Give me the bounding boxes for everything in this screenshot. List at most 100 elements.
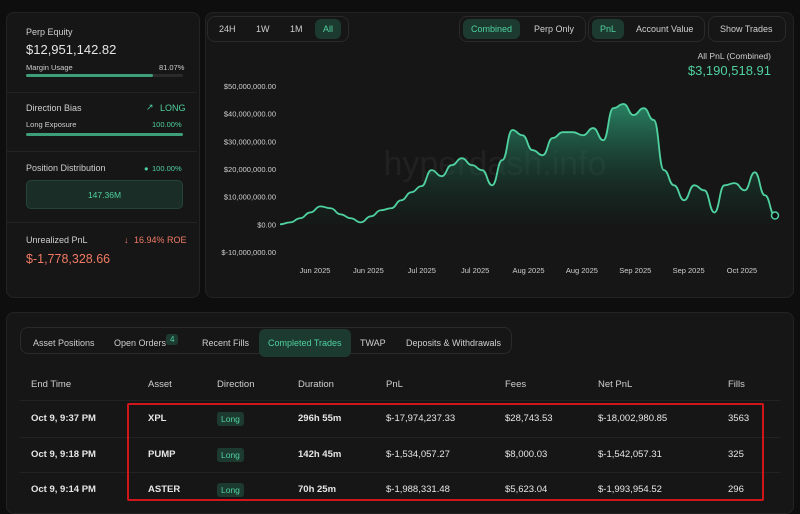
cell: 3563 [728, 413, 749, 424]
icon: ↗ [146, 102, 154, 112]
cell-text: $-1,988,331.48 [386, 484, 450, 495]
tab[interactable]: Completed Trades [259, 329, 351, 357]
progress-track [26, 74, 183, 77]
cell-text: $-18,002,980.85 [598, 413, 668, 424]
column-header: Asset [148, 379, 172, 390]
column-header-text: Fees [505, 379, 527, 390]
cell: $5,623.04 [505, 484, 547, 495]
divider [7, 222, 197, 223]
label: Unrealized PnL [26, 235, 88, 245]
cell: $-18,002,980.85 [598, 413, 667, 424]
cell: Long [217, 448, 244, 462]
label: Perp Equity [26, 27, 73, 37]
label: Margin Usage [26, 63, 73, 72]
cell: $-1,542,057.31 [598, 449, 662, 460]
cell-text: $28,743.53 [505, 413, 553, 424]
column-header-text: Direction [217, 379, 255, 390]
view-button[interactable]: PnL [592, 19, 625, 39]
view-button[interactable]: Account Value [636, 24, 694, 34]
cell: $-17,974,237.33 [386, 413, 455, 424]
cell-text: Oct 9, 9:14 PM [31, 484, 96, 495]
cell: 296 [728, 484, 744, 495]
cell-text: Oct 9, 9:37 PM [31, 413, 96, 424]
tab[interactable]: TWAP [360, 338, 386, 348]
column-header-text: Asset [148, 379, 172, 390]
mode-button[interactable]: Perp Only [534, 24, 575, 34]
mode-group [459, 16, 586, 42]
cell: 325 [728, 449, 744, 460]
cell-text: 296 [728, 484, 744, 495]
divider [7, 151, 197, 152]
row-divider [20, 400, 780, 401]
current-value: $3,190,518.91 [687, 63, 771, 78]
tab[interactable]: Open Orders [114, 338, 167, 348]
label: Long Exposure [26, 120, 77, 129]
column-header: Net PnL [598, 379, 632, 390]
value: 100.00% [152, 164, 182, 173]
tab[interactable]: Recent Fills [202, 338, 250, 348]
view-group [588, 16, 705, 42]
cell-text: 325 [728, 449, 744, 460]
progress-bar [26, 74, 154, 77]
cell: $8,000.03 [505, 449, 547, 460]
column-header-text: Fills [728, 379, 745, 390]
cell: $-1,993,954.52 [598, 484, 662, 495]
roe: 16.94% ROE [134, 235, 187, 245]
distribution-track: 147.36M [26, 180, 183, 209]
column-header: Direction [217, 379, 255, 390]
value: $12,951,142.82 [26, 42, 117, 57]
cell: Long [217, 483, 244, 497]
distribution-bar: 147.36M [26, 180, 183, 209]
highlight-box [127, 403, 764, 501]
cell-text: $-1,534,057.27 [386, 449, 450, 460]
column-header-text: Duration [298, 379, 334, 390]
cell-text: Long [217, 483, 244, 497]
range-button[interactable]: All [315, 19, 342, 39]
cell-text: $8,000.03 [505, 449, 548, 460]
column-header: Fills [728, 379, 745, 390]
icon: ↓ [124, 235, 129, 245]
cell: ASTER [148, 484, 180, 495]
range-group [207, 16, 349, 42]
range-button[interactable]: 1W [256, 24, 270, 34]
divider [7, 92, 197, 93]
cell: Long [217, 412, 244, 426]
dot: ● [144, 164, 149, 173]
cell: 142h 45m [298, 449, 341, 460]
cell: Oct 9, 9:37 PM [31, 413, 96, 424]
cell-text: $-1,542,057.31 [598, 449, 662, 460]
cell-text: 3563 [728, 413, 750, 424]
chart-title: All PnL (Combined) [697, 51, 771, 61]
column-header: Duration [298, 379, 334, 390]
summary-panel [6, 12, 200, 298]
cell: $-1,988,331.48 [386, 484, 450, 495]
cell-text: $-17,974,237.33 [386, 413, 456, 424]
range-button[interactable]: 24H [219, 24, 236, 34]
cell-text: $-1,993,954.52 [598, 484, 662, 495]
show-trades-button[interactable]: Show Trades [720, 24, 773, 34]
cell-text: PUMP [148, 449, 176, 460]
label: Position Distribution [26, 163, 106, 173]
range-button[interactable]: 1M [290, 24, 303, 34]
column-header-text: Net PnL [598, 379, 633, 390]
progress-track [26, 133, 183, 136]
cell: 296h 55m [298, 413, 341, 424]
cell: PUMP [148, 449, 175, 460]
cell: $28,743.53 [505, 413, 553, 424]
column-header: Fees [505, 379, 526, 390]
cell: Oct 9, 9:14 PM [31, 484, 96, 495]
cell-text: Oct 9, 9:18 PM [31, 449, 96, 460]
column-header-text: End Time [31, 379, 72, 390]
tab[interactable]: Asset Positions [33, 338, 95, 348]
trades-group [708, 16, 786, 42]
cell-text: Long [217, 448, 244, 462]
tab[interactable]: Deposits & Withdrawals [406, 338, 502, 348]
column-header: PnL [386, 379, 403, 390]
row-divider [20, 437, 780, 438]
mode-button[interactable]: Combined [463, 19, 521, 39]
value: LONG [160, 103, 186, 113]
value: $-1,778,328.66 [26, 252, 111, 266]
value: 81.07% [159, 63, 185, 72]
badge: 4 [166, 334, 179, 345]
